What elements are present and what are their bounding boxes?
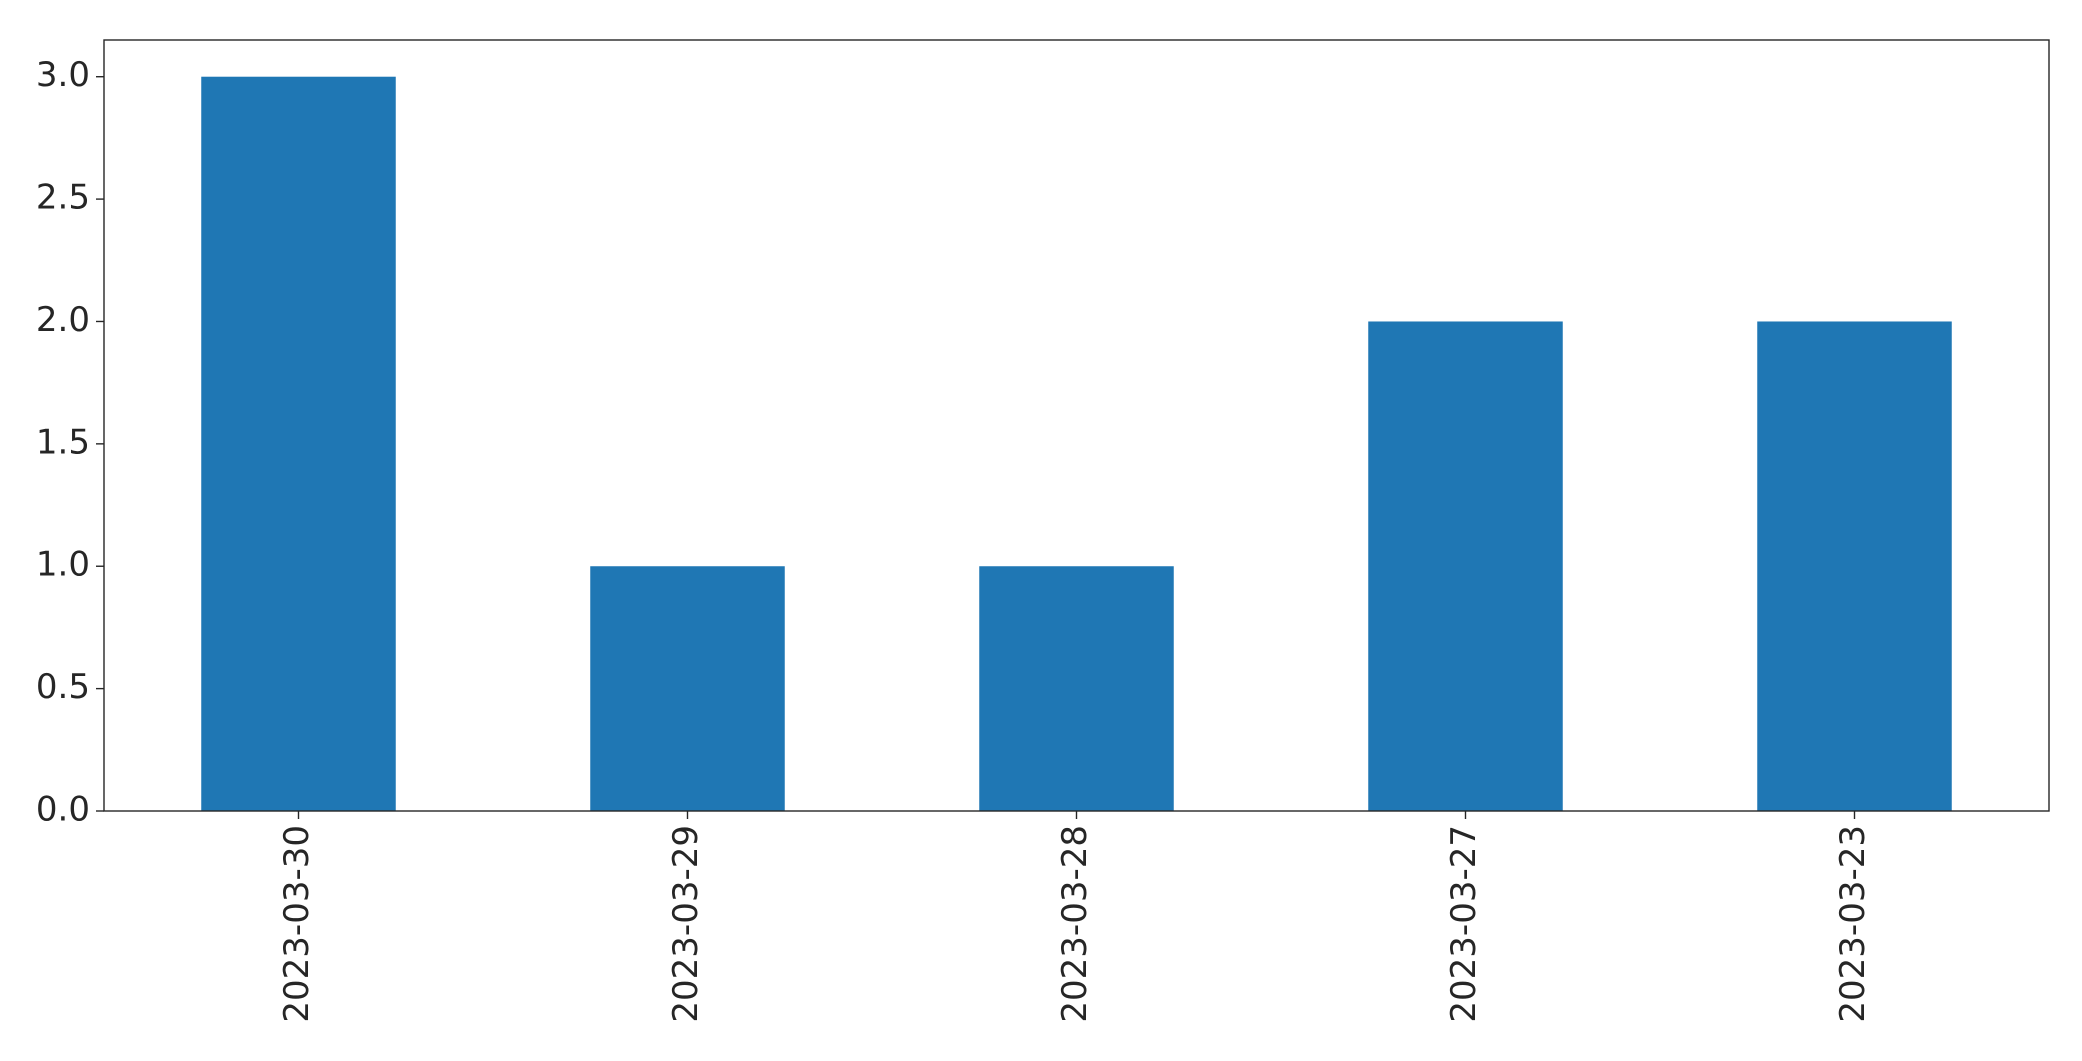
y-tick-label: 0.5 bbox=[36, 667, 90, 707]
x-axis: 2023-03-30 2023-03-29 2023-03-28 2023-03-27… bbox=[277, 811, 1873, 1023]
y-tick-label: 1.0 bbox=[36, 545, 90, 585]
x-tick-label: 2023-03-30 bbox=[277, 825, 317, 1023]
x-tick-label: 2023-03-23 bbox=[1833, 825, 1873, 1023]
bar-2023-03-27 bbox=[1368, 321, 1563, 811]
x-tick-label: 2023-03-28 bbox=[1055, 825, 1095, 1023]
plot-frame bbox=[103, 39, 2050, 812]
bar-2023-03-23 bbox=[1757, 321, 1952, 811]
bar-2023-03-29 bbox=[590, 566, 785, 811]
y-tick-label: 0.0 bbox=[36, 790, 90, 830]
x-tick-label: 2023-03-29 bbox=[666, 825, 706, 1023]
bars-group bbox=[201, 76, 1952, 811]
y-tick-label: 2.5 bbox=[36, 178, 90, 218]
y-tick-label: 3.0 bbox=[36, 55, 90, 95]
x-tick-label: 2023-03-27 bbox=[1444, 825, 1484, 1023]
y-tick-label: 2.0 bbox=[36, 300, 90, 340]
y-axis: 0.0 0.5 1.0 1.5 2.0 2.5 3.0 bbox=[36, 55, 104, 830]
bar-2023-03-28 bbox=[979, 566, 1174, 811]
y-tick-label: 1.5 bbox=[36, 422, 90, 462]
bar-2023-03-30 bbox=[201, 76, 396, 811]
